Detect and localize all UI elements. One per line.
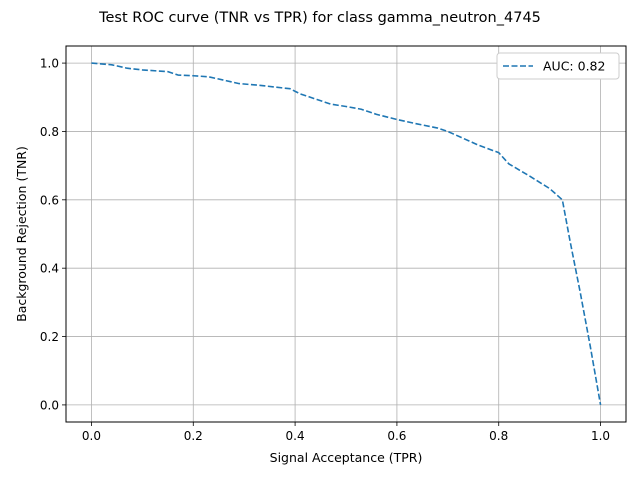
y-tick-label: 1.0 <box>40 57 59 71</box>
grid <box>66 46 626 422</box>
x-tick-label: 0.6 <box>387 429 406 443</box>
legend-box <box>496 52 620 80</box>
plot-frame <box>65 45 627 423</box>
legend: AUC: 0.82 <box>496 52 620 80</box>
plot-lines <box>91 62 602 406</box>
x-tick-label: 1.0 <box>591 429 610 443</box>
y-tick-label: 0.4 <box>40 262 59 276</box>
x-tick-label: 0.2 <box>184 429 203 443</box>
y-tick-label: 0.2 <box>40 330 59 344</box>
y-tick-label: 0.0 <box>40 398 59 412</box>
y-axis-label: Background Rejection (TNR) <box>14 146 29 322</box>
y-tick-label: 0.6 <box>40 193 59 207</box>
legend-label: AUC: 0.82 <box>543 59 605 74</box>
x-axis-label: Signal Acceptance (TPR) <box>270 450 423 465</box>
x-tick-label: 0.4 <box>286 429 305 443</box>
x-tick-label: 0.8 <box>489 429 508 443</box>
ticks: 0.0 0.2 0.4 0.6 0.8 1.0 0.0 0.2 0.4 0.6 0.8 1.0 <box>40 57 610 443</box>
y-tick-label: 0.8 <box>40 125 59 139</box>
chart-title: Test ROC curve (TNR vs TPR) for class ga… <box>98 10 541 26</box>
roc-series-line <box>91 62 602 406</box>
x-tick-label: 0.0 <box>82 429 101 443</box>
